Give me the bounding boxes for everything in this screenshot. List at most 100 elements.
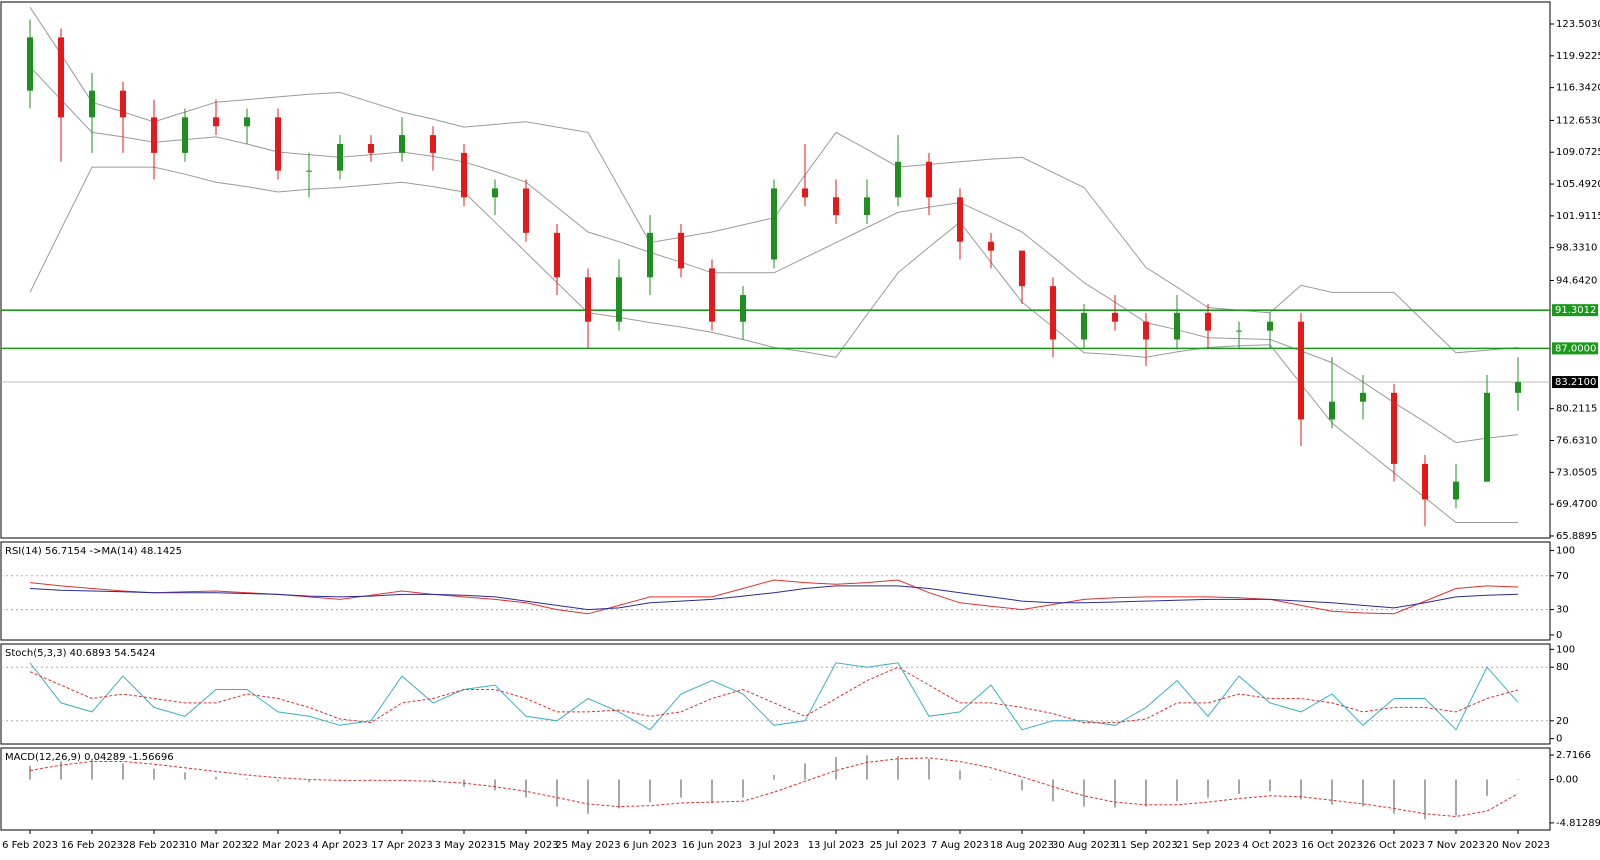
x-tick-label: 11 Sep 2023	[1114, 840, 1177, 851]
panel-frame	[0, 1, 1551, 539]
y-tick-label: 101.9115	[1556, 211, 1600, 222]
y-tick-label: 20	[1556, 716, 1569, 727]
y-tick-label: 94.6420	[1556, 275, 1597, 286]
y-tick-label: 69.4700	[1556, 499, 1597, 510]
histogram-bar	[587, 779, 589, 814]
candle-body	[1360, 392, 1366, 402]
candle-body	[182, 117, 188, 153]
histogram-bar	[494, 779, 496, 791]
x-tick-label: 10 Mar 2023	[184, 840, 247, 851]
level-label: 91.3012	[1555, 305, 1596, 316]
histogram-bar	[277, 779, 279, 782]
histogram-bar	[1207, 779, 1209, 798]
x-tick-label: 17 Apr 2023	[371, 840, 433, 851]
histogram-bar	[1176, 779, 1178, 802]
y-tick-label: 123.5030	[1556, 19, 1600, 30]
histogram-bar	[401, 779, 403, 781]
candle-body	[1422, 463, 1428, 500]
histogram-bar	[1486, 779, 1488, 796]
x-tick-label: 4 Oct 2023	[1242, 840, 1297, 851]
candle-body	[1050, 286, 1056, 340]
y-tick-label: 70	[1556, 571, 1569, 582]
candle-body	[585, 277, 591, 322]
candle-body	[802, 188, 808, 198]
y-tick-label: 65.8895	[1556, 531, 1597, 542]
candle-body	[1391, 392, 1397, 464]
candle-body	[1484, 392, 1490, 482]
candle-body	[1515, 382, 1521, 393]
histogram-bar	[1455, 779, 1457, 816]
y-tick-label: -4.81289	[1556, 818, 1600, 829]
histogram-bar	[1114, 779, 1116, 808]
y-tick-label: 80.2115	[1556, 404, 1597, 415]
candle-body	[895, 161, 901, 198]
y-tick-label: 0	[1556, 734, 1562, 745]
indicator-line	[29, 585, 1519, 611]
histogram-bar	[804, 763, 806, 780]
y-tick-label: 98.3310	[1556, 243, 1597, 254]
histogram-bar	[246, 778, 248, 780]
y-tick-label: 119.9225	[1556, 51, 1600, 62]
candle-body	[1081, 312, 1087, 340]
x-tick-label: 22 Mar 2023	[246, 840, 309, 851]
last-price-label: 83.2100	[1555, 377, 1596, 388]
x-tick-label: 20 Nov 2023	[1486, 840, 1550, 851]
candle-body	[616, 277, 622, 322]
histogram-bar	[215, 776, 217, 780]
x-tick-label: 16 Jun 2023	[682, 840, 742, 851]
candle-body	[1267, 321, 1273, 331]
x-tick-label: 13 Jul 2023	[808, 840, 865, 851]
candle-body	[306, 170, 312, 172]
candle-body	[275, 117, 281, 171]
candle-body	[1298, 321, 1304, 420]
x-tick-label: 18 Aug 2023	[990, 840, 1054, 851]
y-tick-label: 0	[1556, 630, 1562, 641]
y-tick-label: 73.0505	[1556, 467, 1597, 478]
candle-body	[833, 197, 839, 216]
histogram-bar	[1238, 779, 1240, 794]
candle-body	[864, 197, 870, 216]
panel-frame	[0, 747, 1551, 831]
x-tick-label: 26 Oct 2023	[1363, 840, 1425, 851]
x-tick-label: 7 Aug 2023	[931, 840, 989, 851]
indicator-line	[29, 757, 1519, 818]
histogram-bar	[835, 757, 837, 780]
histogram-bar	[773, 775, 775, 780]
candle-body	[1453, 481, 1459, 500]
candle-body	[1205, 312, 1211, 331]
candle-body	[709, 268, 715, 322]
histogram-bar	[1269, 779, 1271, 792]
y-tick-label: 109.0725	[1556, 147, 1600, 158]
panel-frame	[0, 643, 1551, 745]
candle-body	[554, 232, 560, 278]
x-tick-label: 25 May 2023	[555, 840, 620, 851]
candle-body	[244, 117, 250, 127]
level-tag	[1552, 342, 1598, 355]
histogram-bar	[29, 766, 31, 780]
candle-body	[27, 37, 33, 91]
candle-body	[58, 37, 64, 118]
histogram-bar	[370, 779, 372, 781]
histogram-bar	[1517, 779, 1519, 780]
y-tick-label: 116.3420	[1556, 83, 1600, 94]
x-tick-label: 28 Feb 2023	[123, 840, 185, 851]
candle-body	[461, 152, 467, 198]
candle-body	[368, 143, 374, 153]
histogram-bar	[1362, 779, 1364, 807]
candle-body	[647, 232, 653, 278]
candle-body	[988, 241, 994, 251]
histogram-bar	[959, 770, 961, 780]
indicator-title: MACD(12,26,9) 0.04289 -1.56696	[5, 752, 174, 763]
x-tick-label: 3 May 2023	[435, 840, 494, 851]
histogram-bar	[649, 779, 651, 803]
indicator-line	[29, 579, 1519, 615]
candle-body	[1329, 401, 1335, 420]
x-tick-label: 21 Sep 2023	[1176, 840, 1239, 851]
histogram-bar	[184, 772, 186, 780]
y-tick-label: 30	[1556, 605, 1569, 616]
candle-body	[678, 232, 684, 269]
candle-body	[1143, 321, 1149, 340]
y-tick-label: 76.6310	[1556, 436, 1597, 447]
candle-body	[337, 143, 343, 171]
x-tick-label: 15 May 2023	[493, 840, 558, 851]
